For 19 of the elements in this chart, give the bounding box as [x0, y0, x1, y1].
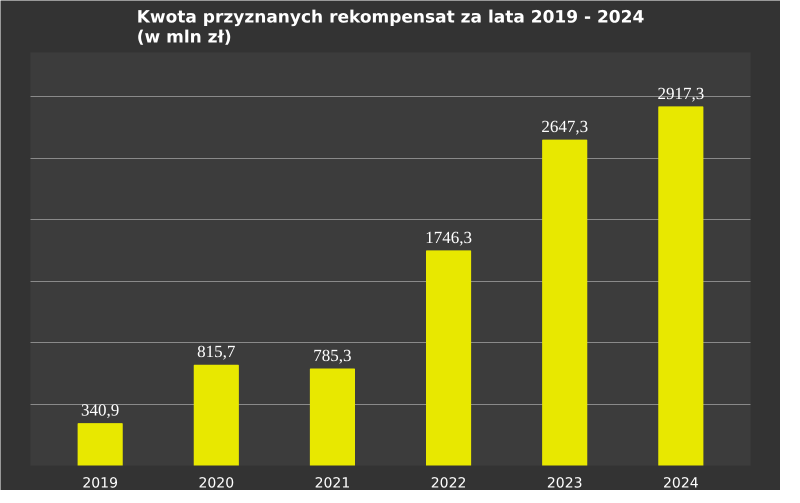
data-label: 815,7 [197, 342, 236, 362]
x-tick-label: 2024 [663, 476, 699, 492]
x-tick-label: 2022 [430, 476, 466, 492]
bar [78, 423, 123, 466]
data-label: 785,3 [313, 346, 352, 365]
x-tick-label: 2020 [198, 476, 234, 492]
data-label: 1746,3 [425, 228, 472, 247]
bar [194, 364, 239, 466]
data-label: 2647,3 [541, 117, 588, 136]
bar [310, 368, 355, 466]
x-tick-label: 2019 [82, 476, 118, 492]
bar [658, 106, 704, 466]
x-tick-label: 2021 [314, 476, 350, 492]
bar [426, 250, 472, 466]
data-label: 340,9 [81, 400, 120, 420]
chart-title: Kwota przyznanych rekompensat za lata 2019 - 2024 (w mln zł) [136, 8, 644, 48]
data-label: 2917,3 [657, 84, 704, 103]
bar [542, 140, 588, 466]
x-tick-label: 2023 [546, 476, 583, 492]
